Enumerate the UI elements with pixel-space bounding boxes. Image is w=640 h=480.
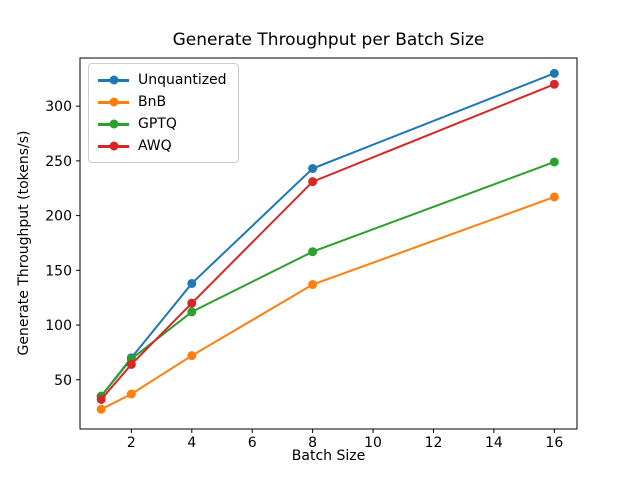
legend-item-bnb: BnB bbox=[98, 94, 227, 110]
x-tick-label: 14 bbox=[485, 435, 503, 451]
y-tick-label: 300 bbox=[45, 99, 72, 115]
legend-item-unquantized: Unquantized bbox=[98, 72, 227, 88]
legend-marker-icon bbox=[109, 75, 118, 85]
legend-label: Unquantized bbox=[138, 72, 227, 88]
y-tick-label: 200 bbox=[45, 209, 72, 225]
legend: Unquantized BnB GPTQ AWQ bbox=[88, 63, 239, 163]
x-axis-label: Batch Size bbox=[291, 448, 366, 464]
data-point-bnb bbox=[308, 280, 318, 290]
data-point-gptq bbox=[187, 307, 197, 317]
data-point-bnb bbox=[126, 389, 136, 399]
data-point-unquantized bbox=[187, 278, 197, 288]
y-tick-label: 150 bbox=[45, 263, 72, 279]
series-line-bnb bbox=[100, 195, 556, 411]
legend-line-icon bbox=[98, 75, 129, 85]
data-point-awq bbox=[96, 394, 106, 404]
chart-title: Generate Throughput per Batch Size bbox=[172, 30, 485, 50]
data-point-bnb bbox=[96, 404, 106, 414]
y-tick-label: 50 bbox=[54, 373, 72, 389]
legend-label: BnB bbox=[138, 94, 167, 110]
x-tick-label: 16 bbox=[545, 435, 563, 451]
legend-line-icon bbox=[98, 141, 129, 151]
legend-marker-icon bbox=[109, 141, 118, 151]
y-tick-label: 100 bbox=[45, 318, 72, 334]
y-axis-label: Generate Throughput (tokens/s) bbox=[16, 130, 32, 356]
data-point-awq bbox=[126, 359, 136, 369]
data-point-bnb bbox=[187, 351, 197, 361]
x-tick-label: 2 bbox=[127, 435, 136, 451]
legend-marker-icon bbox=[109, 97, 118, 107]
x-tick-label: 10 bbox=[364, 435, 382, 451]
x-tick-label: 6 bbox=[248, 435, 257, 451]
legend-line-icon bbox=[98, 119, 129, 129]
data-point-gptq bbox=[549, 157, 559, 167]
axes-frame bbox=[79, 57, 578, 430]
data-point-awq bbox=[549, 79, 559, 89]
x-tick-label: 12 bbox=[425, 435, 443, 451]
data-point-bnb bbox=[549, 192, 559, 202]
x-tick-label: 4 bbox=[187, 435, 196, 451]
legend-item-gptq: GPTQ bbox=[98, 116, 227, 132]
data-point-awq bbox=[187, 298, 197, 308]
legend-label: AWQ bbox=[138, 138, 172, 154]
legend-label: GPTQ bbox=[138, 116, 177, 132]
legend-item-awq: AWQ bbox=[98, 138, 227, 154]
x-tick-label: 8 bbox=[308, 435, 317, 451]
legend-line-icon bbox=[98, 97, 129, 107]
data-point-unquantized bbox=[549, 68, 559, 78]
data-point-awq bbox=[308, 177, 318, 187]
data-point-unquantized bbox=[308, 164, 318, 174]
data-point-gptq bbox=[308, 247, 318, 257]
y-tick-label: 250 bbox=[45, 154, 72, 170]
legend-marker-icon bbox=[109, 119, 118, 129]
